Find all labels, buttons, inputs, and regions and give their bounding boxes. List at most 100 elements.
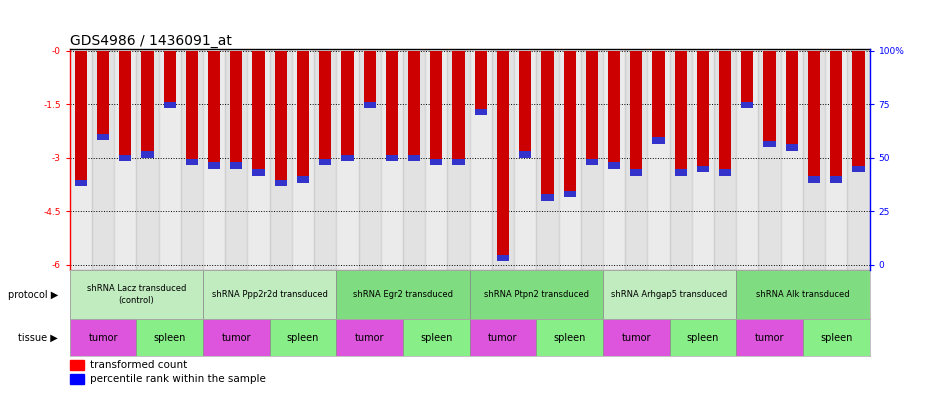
Bar bbox=[203, 270, 337, 319]
Bar bbox=[431, 159, 443, 165]
Bar bbox=[337, 270, 470, 319]
Text: percentile rank within the sample: percentile rank within the sample bbox=[89, 374, 266, 384]
Bar bbox=[74, 51, 87, 186]
Bar bbox=[470, 319, 537, 356]
Text: shRNA Alk transduced: shRNA Alk transduced bbox=[756, 290, 850, 299]
Bar bbox=[408, 155, 420, 162]
Bar bbox=[137, 319, 203, 356]
Text: tissue ▶: tissue ▶ bbox=[18, 332, 58, 343]
Bar bbox=[830, 51, 843, 183]
Bar bbox=[403, 49, 425, 270]
Bar bbox=[737, 270, 870, 319]
Bar bbox=[674, 51, 687, 176]
Bar bbox=[70, 319, 137, 356]
Bar bbox=[452, 159, 465, 165]
Text: tumor: tumor bbox=[488, 332, 518, 343]
Bar bbox=[670, 49, 692, 270]
Bar bbox=[208, 162, 220, 169]
Bar bbox=[364, 101, 376, 108]
Bar bbox=[625, 49, 647, 270]
Text: tumor: tumor bbox=[355, 332, 384, 343]
Bar bbox=[297, 51, 309, 183]
Text: spleen: spleen bbox=[686, 332, 719, 343]
Text: transformed count: transformed count bbox=[89, 360, 187, 370]
Bar bbox=[697, 51, 709, 172]
Text: tumor: tumor bbox=[621, 332, 651, 343]
Bar bbox=[231, 162, 243, 169]
Bar bbox=[519, 51, 531, 158]
Bar bbox=[186, 51, 198, 165]
Bar bbox=[70, 270, 203, 319]
Bar bbox=[631, 169, 643, 176]
Bar bbox=[119, 155, 131, 162]
Bar bbox=[719, 169, 731, 176]
Bar bbox=[92, 49, 114, 270]
Bar bbox=[208, 51, 220, 169]
Bar bbox=[514, 49, 537, 270]
Bar bbox=[647, 49, 670, 270]
Bar bbox=[652, 137, 665, 143]
Bar bbox=[852, 166, 865, 172]
Bar bbox=[697, 166, 709, 172]
Bar bbox=[603, 49, 625, 270]
Bar bbox=[359, 49, 380, 270]
Bar bbox=[141, 51, 153, 158]
Bar bbox=[786, 144, 798, 151]
Bar bbox=[764, 141, 776, 147]
Bar bbox=[780, 49, 803, 270]
Bar bbox=[674, 169, 687, 176]
Bar bbox=[492, 49, 514, 270]
Bar bbox=[580, 49, 603, 270]
Bar bbox=[808, 176, 820, 183]
Text: tumor: tumor bbox=[755, 332, 784, 343]
Bar bbox=[564, 191, 576, 197]
Bar bbox=[97, 134, 109, 140]
Bar bbox=[119, 51, 131, 162]
Bar bbox=[164, 101, 176, 108]
Bar bbox=[141, 151, 153, 158]
Bar bbox=[274, 180, 287, 186]
Bar bbox=[270, 319, 337, 356]
Bar bbox=[586, 51, 598, 165]
Bar bbox=[337, 319, 403, 356]
Bar bbox=[225, 49, 247, 270]
Bar bbox=[341, 51, 353, 162]
Bar bbox=[497, 255, 509, 261]
Bar bbox=[603, 270, 737, 319]
Bar bbox=[670, 319, 737, 356]
Bar bbox=[386, 155, 398, 162]
Text: tumor: tumor bbox=[88, 332, 118, 343]
Text: spleen: spleen bbox=[420, 332, 453, 343]
Bar bbox=[470, 270, 603, 319]
Text: GDS4986 / 1436091_at: GDS4986 / 1436091_at bbox=[70, 34, 232, 48]
Bar bbox=[70, 374, 84, 384]
Bar bbox=[764, 51, 776, 147]
Text: shRNA Ptpn2 transduced: shRNA Ptpn2 transduced bbox=[484, 290, 589, 299]
Bar bbox=[847, 49, 870, 270]
Bar bbox=[825, 49, 847, 270]
Bar bbox=[830, 176, 843, 183]
Bar bbox=[203, 319, 270, 356]
Bar bbox=[474, 51, 487, 115]
Bar bbox=[337, 49, 359, 270]
Bar bbox=[297, 176, 309, 183]
Bar bbox=[519, 151, 531, 158]
Bar bbox=[364, 51, 376, 108]
Text: spleen: spleen bbox=[153, 332, 186, 343]
Bar bbox=[164, 51, 176, 108]
Bar bbox=[603, 319, 670, 356]
Bar bbox=[541, 194, 553, 201]
Bar bbox=[537, 49, 559, 270]
Text: tumor: tumor bbox=[221, 332, 251, 343]
Bar bbox=[408, 51, 420, 162]
Bar bbox=[274, 51, 287, 186]
Bar bbox=[159, 49, 180, 270]
Text: shRNA Ppp2r2d transduced: shRNA Ppp2r2d transduced bbox=[212, 290, 327, 299]
Bar bbox=[719, 51, 731, 176]
Bar bbox=[97, 51, 109, 140]
Bar bbox=[737, 49, 759, 270]
Bar bbox=[714, 49, 737, 270]
Bar bbox=[247, 49, 270, 270]
Bar bbox=[380, 49, 403, 270]
Bar bbox=[186, 159, 198, 165]
